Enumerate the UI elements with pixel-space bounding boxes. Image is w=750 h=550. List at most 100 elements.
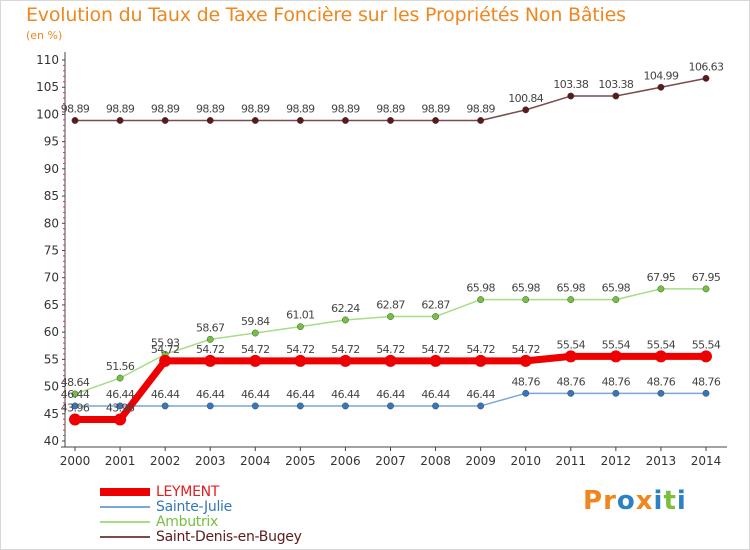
data-point (612, 92, 620, 100)
data-label: 67.95 (692, 271, 721, 284)
legend-label: Saint-Denis-en-Bugey (156, 529, 302, 545)
y-tick-label: 100 (36, 107, 59, 121)
data-label: 55.54 (602, 338, 631, 351)
data-label: 46.44 (286, 388, 315, 401)
data-label: 98.89 (331, 102, 360, 115)
data-label: 65.98 (602, 282, 631, 295)
legend-label: Sainte-Julie (156, 499, 232, 515)
logo-letter: i (653, 486, 664, 516)
data-point (161, 117, 169, 124)
data-point (477, 402, 485, 410)
data-point (296, 323, 304, 331)
data-point (116, 117, 124, 124)
data-point (387, 313, 394, 320)
data-label: 55.54 (647, 338, 676, 351)
data-point (564, 350, 577, 363)
data-label: 54.72 (241, 343, 270, 356)
data-point (700, 350, 712, 363)
data-label: 54.72 (331, 343, 360, 356)
data-point (114, 413, 127, 426)
data-label: 98.89 (241, 102, 270, 115)
y-tick-label: 60 (44, 325, 59, 339)
data-point (251, 402, 259, 410)
data-label: 98.89 (376, 102, 405, 115)
logo-letter: r (603, 486, 617, 516)
data-label: 51.56 (106, 360, 135, 373)
data-point (522, 389, 530, 397)
data-point (251, 329, 259, 337)
legend-swatch (100, 536, 150, 538)
legend-label: Ambutrix (156, 514, 218, 530)
data-label: 48.76 (602, 375, 631, 388)
data-point (206, 117, 214, 124)
data-point (522, 296, 530, 303)
data-point (204, 354, 217, 367)
data-point (567, 389, 575, 397)
data-point (432, 402, 439, 410)
data-point (339, 354, 352, 367)
proxiti-logo: Proxiti (583, 486, 687, 516)
y-tick-label: 85 (44, 189, 59, 203)
data-point (477, 117, 485, 124)
data-label: 46.44 (421, 388, 450, 401)
y-tick-label: 55 (44, 352, 59, 366)
data-label: 103.38 (598, 78, 633, 91)
data-point (71, 117, 79, 124)
data-point (657, 83, 665, 91)
data-point (702, 285, 710, 293)
y-tick-label: 105 (36, 80, 59, 94)
data-label: 46.44 (331, 388, 360, 401)
data-point (702, 389, 710, 397)
logo-letter: i (676, 486, 687, 516)
data-label: 58.67 (196, 321, 225, 334)
data-label: 67.95 (647, 271, 676, 284)
data-point (71, 402, 79, 410)
data-point (387, 117, 394, 124)
y-tick-label: 80 (44, 216, 59, 230)
x-tick-label: 2003 (195, 454, 226, 468)
data-label: 48.64 (61, 376, 90, 389)
data-point (159, 354, 172, 367)
data-point (342, 316, 349, 324)
data-point (294, 354, 307, 367)
data-label: 98.89 (421, 102, 450, 115)
data-point (206, 402, 214, 410)
data-point (206, 335, 214, 343)
data-label: 55.54 (557, 338, 586, 351)
data-label: 43.96 (61, 401, 90, 414)
x-tick-label: 2013 (646, 454, 677, 468)
data-label: 62.24 (331, 302, 360, 315)
x-tick-label: 2010 (510, 454, 541, 468)
x-tick-label: 2009 (465, 454, 496, 468)
data-label: 61.01 (286, 309, 315, 322)
data-point (474, 354, 487, 367)
data-point (296, 117, 304, 124)
data-label: 103.38 (553, 78, 588, 91)
x-tick-label: 2014 (691, 454, 722, 468)
data-point (116, 402, 124, 410)
data-label: 46.44 (241, 388, 270, 401)
data-point (612, 296, 620, 303)
logo-letter: t (663, 486, 677, 516)
data-point (161, 402, 169, 410)
data-point (432, 313, 439, 320)
x-tick-label: 2008 (420, 454, 451, 468)
data-label: 104.99 (643, 69, 678, 82)
data-point (249, 354, 262, 367)
y-tick-label: 75 (44, 244, 59, 258)
logo-letter: o (616, 486, 636, 516)
data-label: 46.44 (376, 388, 405, 401)
data-label: 62.87 (421, 299, 450, 312)
data-label: 54.72 (376, 343, 405, 356)
data-point (116, 374, 124, 382)
legend-swatch (100, 521, 150, 523)
data-label: 98.89 (61, 102, 90, 115)
data-label: 46.44 (151, 388, 180, 401)
data-point (657, 285, 665, 293)
data-point (522, 106, 530, 114)
data-point (519, 354, 532, 367)
data-point (387, 402, 394, 410)
data-point (69, 413, 81, 426)
